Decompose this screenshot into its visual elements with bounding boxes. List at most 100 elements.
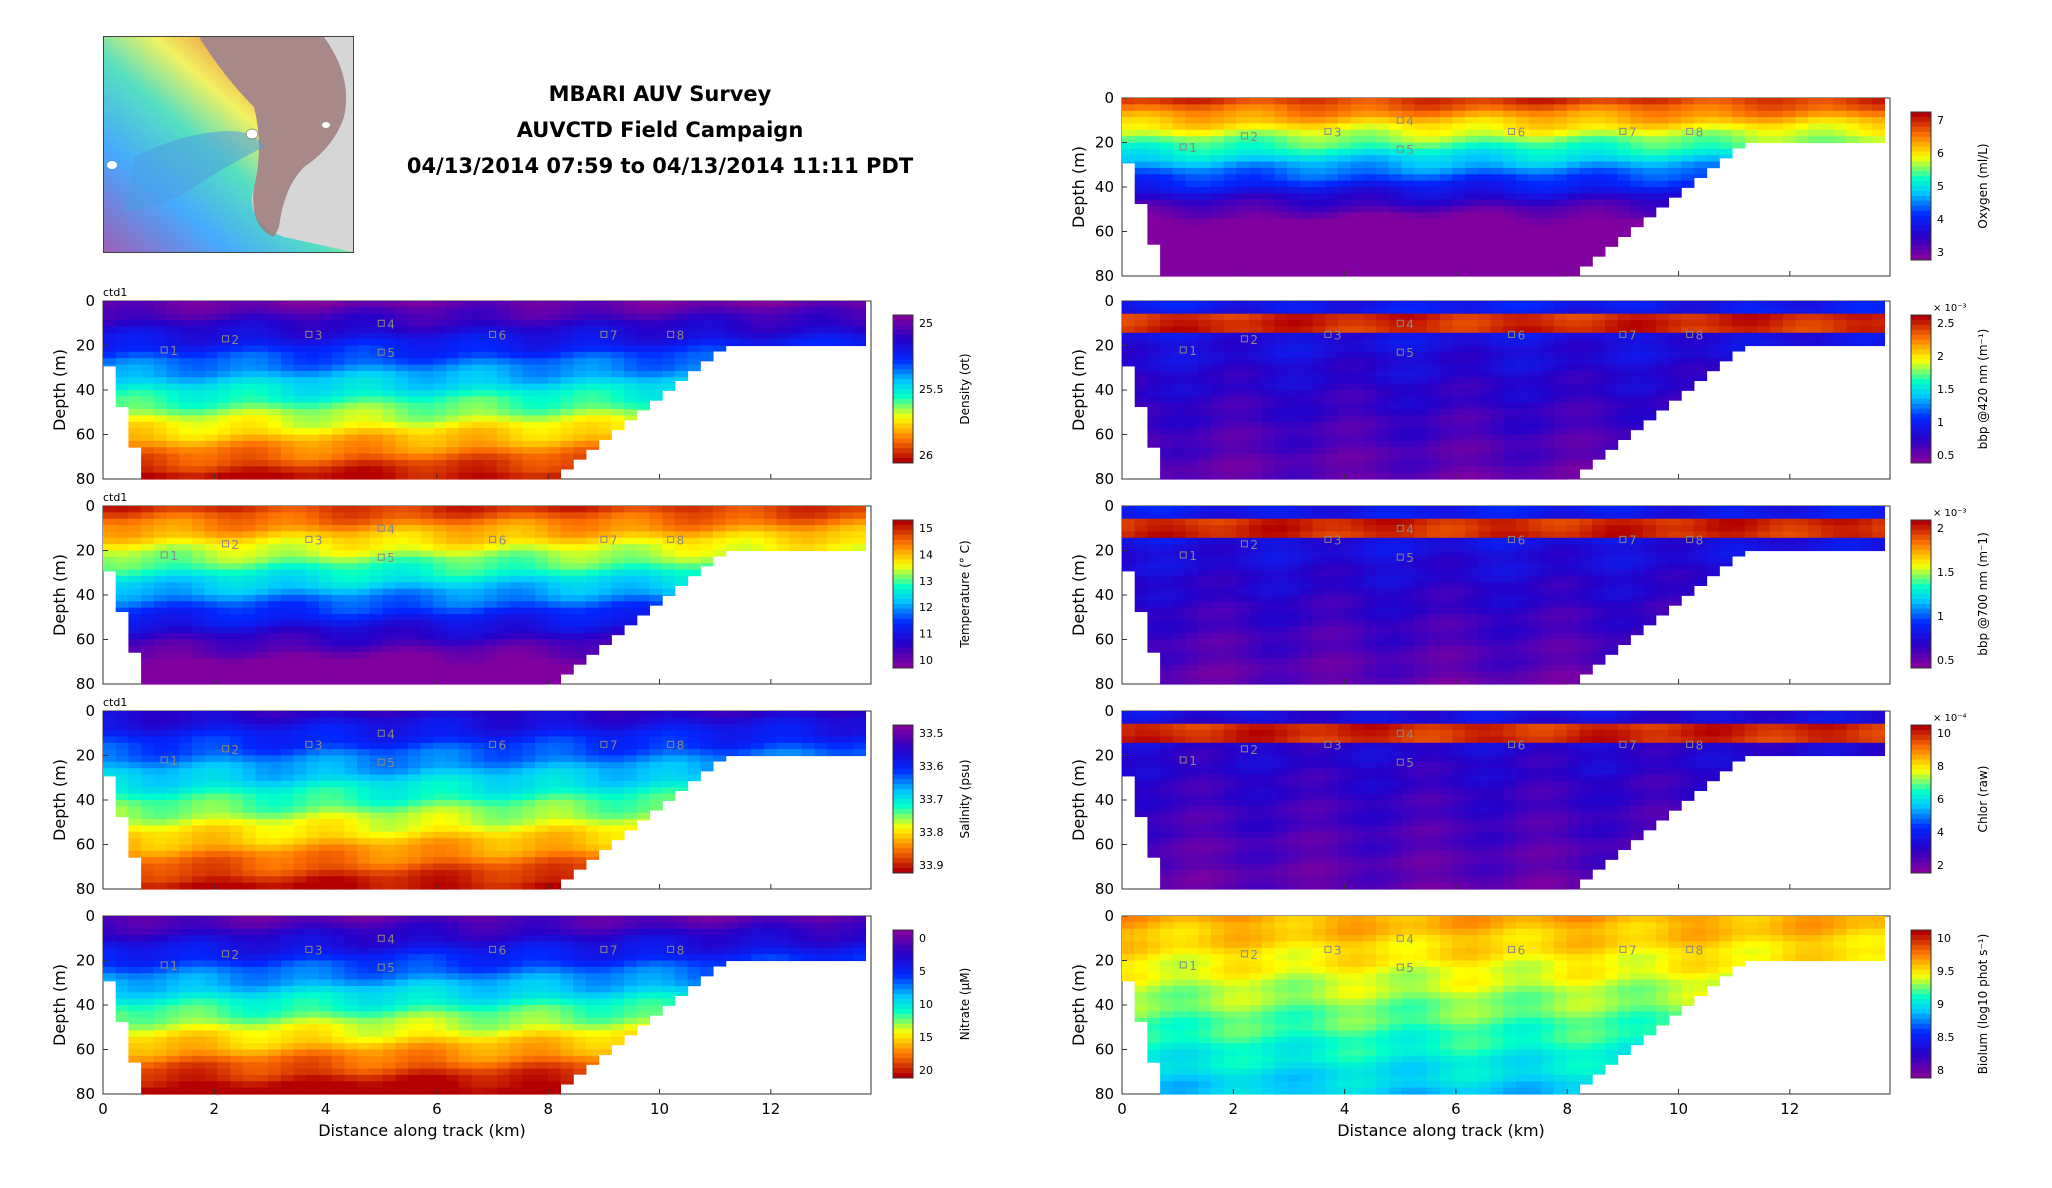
colorbar-label: Density (σt) — [958, 353, 972, 424]
station-marker — [1396, 116, 1404, 124]
colorbar-exponent: × 10⁻³ — [1933, 508, 1967, 519]
colorbar-tick-label: 1 — [1937, 416, 1944, 429]
x-tick-label: 12 — [1780, 1100, 1799, 1118]
station-marker — [377, 524, 385, 532]
colorbar-tick-label: 7 — [1937, 114, 1944, 127]
colorbar-tick-label: 1 — [1937, 610, 1944, 623]
station-label: 4 — [1406, 727, 1414, 741]
station-marker — [305, 535, 313, 543]
colorbar-tick-label: 12 — [919, 601, 933, 614]
y-tick-label: 80 — [76, 1085, 95, 1103]
station-marker — [1324, 945, 1332, 953]
x-tick-label: 4 — [321, 1100, 331, 1118]
colorbar-tick-label: 2 — [1937, 350, 1944, 363]
station-marker — [667, 535, 675, 543]
colorbar: 2.5 2 1.5 1 0.5 × 10⁻³ bbp @420 nm (m⁻¹) — [1910, 303, 1990, 464]
colorbar-exponent: × 10⁻³ — [1933, 303, 1967, 314]
station-marker — [1240, 745, 1248, 753]
y-tick-label: 0 — [85, 702, 95, 720]
station-label: 5 — [387, 346, 395, 360]
station-marker — [1686, 127, 1694, 135]
colorbar-tick-label: 33.9 — [919, 859, 944, 872]
title-line-3: 04/13/2014 07:59 to 04/13/2014 11:11 PDT — [406, 154, 914, 178]
colorbar-tick-label: 0 — [919, 932, 926, 945]
station-label: 8 — [1696, 328, 1704, 342]
y-tick-label: 20 — [1095, 747, 1114, 765]
station-label: 4 — [1406, 114, 1414, 128]
station-label: 1 — [1189, 344, 1197, 358]
station-label: 2 — [1250, 130, 1258, 144]
station-marker — [667, 740, 675, 748]
y-tick-label: 20 — [76, 952, 95, 970]
station-marker — [1396, 553, 1404, 561]
colorbar-tick-label: 25 — [919, 317, 933, 330]
station-label: 4 — [387, 727, 395, 741]
station-marker — [1396, 729, 1404, 737]
station-marker — [1179, 961, 1187, 969]
colorbar-tick-label: 26 — [919, 449, 933, 462]
y-tick-label: 0 — [1104, 702, 1114, 720]
colorbar-tick-label: 11 — [919, 628, 933, 641]
station-marker — [1619, 330, 1627, 338]
station-label: 7 — [1629, 125, 1637, 139]
station-marker — [377, 963, 385, 971]
station-label: 1 — [170, 344, 178, 358]
y-tick-label: 20 — [76, 542, 95, 560]
colorbar-tick-label: 33.6 — [919, 760, 944, 773]
y-tick-label: 80 — [1095, 1085, 1114, 1103]
colorbar-tick-label: 4 — [1937, 826, 1944, 839]
y-tick-label: 60 — [76, 1041, 95, 1059]
station-marker — [1396, 348, 1404, 356]
station-marker — [489, 740, 497, 748]
station-marker — [221, 335, 229, 343]
station-label: 2 — [231, 743, 239, 757]
y-tick-label: 20 — [76, 337, 95, 355]
station-marker — [1508, 535, 1516, 543]
station-marker — [221, 540, 229, 548]
station-label: 5 — [1406, 961, 1414, 975]
station-label: 2 — [1250, 333, 1258, 347]
station-label: 6 — [499, 533, 507, 547]
station-marker — [160, 756, 168, 764]
station-label: 7 — [1629, 943, 1637, 957]
station-label: 3 — [315, 943, 323, 957]
station-label: 2 — [1250, 538, 1258, 552]
station-marker — [1324, 330, 1332, 338]
x-tick-label: 2 — [1229, 1100, 1239, 1118]
y-tick-label: 40 — [76, 791, 95, 809]
y-tick-label: 40 — [1095, 586, 1114, 604]
station-label: 1 — [1189, 141, 1197, 155]
station-marker — [600, 535, 608, 543]
y-tick-label: 40 — [76, 996, 95, 1014]
colorbar-tick-label: 2 — [1937, 522, 1944, 535]
y-tick-label: 20 — [1095, 542, 1114, 560]
station-marker — [377, 934, 385, 942]
station-marker — [160, 346, 168, 354]
station-marker — [1508, 740, 1516, 748]
station-label: 2 — [1250, 948, 1258, 962]
station-label: 8 — [1696, 533, 1704, 547]
y-axis-label: Depth (m) — [1069, 146, 1088, 228]
station-marker — [377, 553, 385, 561]
station-label: 5 — [387, 551, 395, 565]
colorbar-tick-label: 0.5 — [1937, 654, 1955, 667]
x-tick-label: 2 — [210, 1100, 220, 1118]
station-marker — [600, 330, 608, 338]
station-label: 3 — [1334, 533, 1342, 547]
panel-label: ctd1 — [103, 286, 127, 299]
y-tick-label: 40 — [1095, 381, 1114, 399]
panel-label: ctd1 — [103, 696, 127, 709]
section-panel-5: 0 20 40 60 80 Depth (m) 1 2 3 4 5 6 7 8 7 6 5 4 3 Oxygen (m… — [1069, 89, 1990, 285]
station-label: 2 — [231, 538, 239, 552]
colorbar-tick-label: 2.5 — [1937, 317, 1955, 330]
station-marker — [667, 330, 675, 338]
colorbar-label: bbp @700 nm (m⁻1) — [1976, 532, 1990, 656]
station-marker — [1240, 335, 1248, 343]
y-tick-label: 20 — [1095, 337, 1114, 355]
x-tick-label: 0 — [1117, 1100, 1127, 1118]
station-marker — [1324, 127, 1332, 135]
station-label: 4 — [387, 317, 395, 331]
station-marker — [1396, 524, 1404, 532]
station-marker — [1686, 945, 1694, 953]
